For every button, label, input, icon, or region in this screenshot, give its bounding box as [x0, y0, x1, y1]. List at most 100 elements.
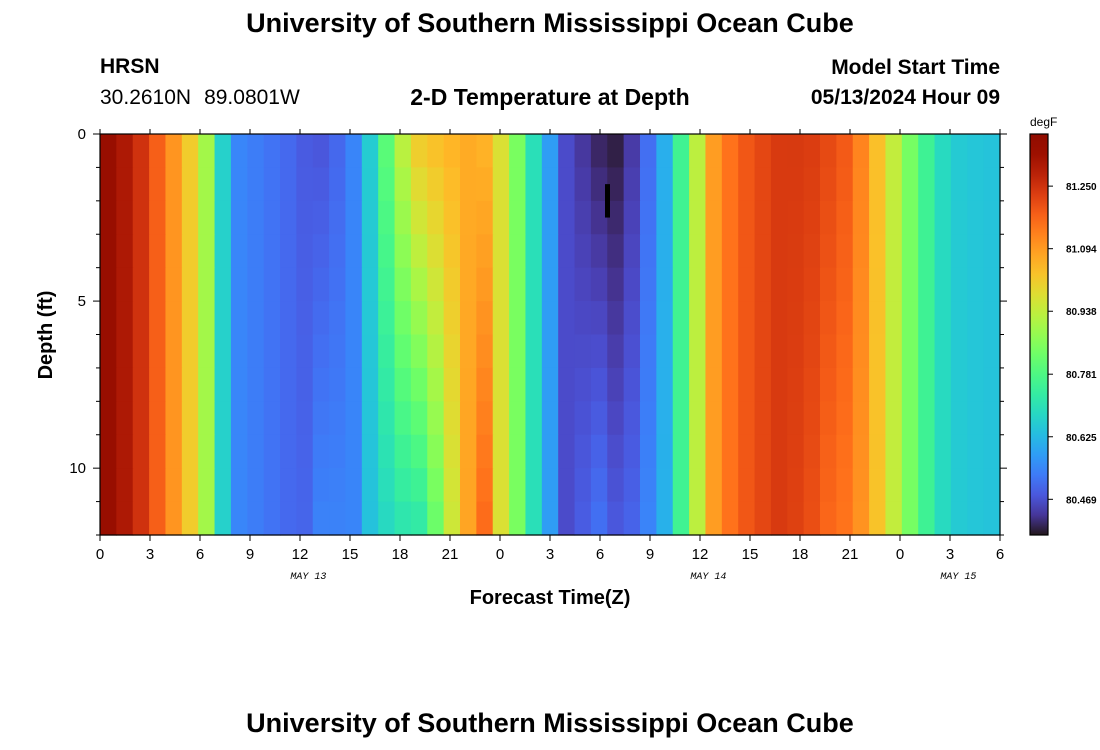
heatmap-cell	[656, 401, 674, 436]
heatmap-cell	[214, 334, 232, 369]
heatmap-cell	[574, 367, 592, 402]
heatmap-cell	[345, 301, 363, 336]
heatmap-cell	[770, 301, 788, 336]
heatmap-cell	[149, 267, 167, 302]
heatmap-cell	[950, 367, 968, 402]
heatmap-cell	[460, 468, 477, 503]
heatmap-cell	[689, 200, 707, 235]
heatmap-cell	[230, 200, 248, 235]
heatmap-cell	[116, 334, 134, 369]
heatmap-cell	[820, 301, 837, 336]
heatmap-cell	[820, 367, 837, 402]
heatmap-cell	[901, 267, 919, 302]
heatmap-cell	[525, 134, 543, 169]
heatmap-cell	[590, 301, 608, 336]
heatmap-cell	[165, 401, 183, 436]
heatmap-cell	[460, 301, 477, 336]
heatmap-cell	[836, 234, 854, 269]
heatmap-cell	[705, 468, 723, 503]
heatmap-cell	[705, 301, 723, 336]
heatmap-cell	[640, 468, 657, 503]
heatmap-cell	[427, 301, 445, 336]
heatmap-cell	[214, 200, 232, 235]
heatmap-cell	[934, 167, 952, 202]
heatmap-cell	[460, 334, 477, 369]
heatmap-cell	[869, 434, 887, 469]
heatmap-cell	[869, 234, 887, 269]
heatmap-cell	[967, 401, 985, 436]
heatmap-cell	[410, 234, 428, 269]
heatmap-cell	[410, 501, 428, 536]
heatmap-cell	[181, 234, 199, 269]
heatmap-cell	[623, 134, 641, 169]
heatmap-cell	[574, 334, 592, 369]
heatmap-cell	[525, 468, 543, 503]
heatmap-cell	[509, 367, 527, 402]
heatmap-cell	[165, 267, 183, 302]
heatmap-cell	[820, 200, 837, 235]
heatmap-cell	[672, 167, 690, 202]
heatmap-cell	[247, 167, 265, 202]
heatmap-cell	[312, 401, 330, 436]
heatmap-cell	[410, 468, 428, 503]
heatmap-cell	[885, 401, 903, 436]
heatmap-cell	[427, 234, 445, 269]
heatmap-cell	[132, 267, 150, 302]
heatmap-cell	[280, 367, 297, 402]
heatmap-cell	[967, 234, 985, 269]
heatmap-cell	[852, 301, 870, 336]
heatmap-cell	[132, 301, 150, 336]
heatmap-cell	[640, 501, 657, 536]
heatmap-cell	[607, 167, 625, 202]
heatmap-cell	[100, 334, 117, 369]
heatmap-cell	[394, 334, 412, 369]
y-tick-label: 0	[78, 126, 86, 143]
x-tick-label: 3	[146, 546, 154, 563]
heatmap-cell	[296, 434, 314, 469]
heatmap-cell	[181, 167, 199, 202]
heatmap-cell	[476, 301, 494, 336]
heatmap-cell	[967, 200, 985, 235]
heatmap-cell	[689, 334, 707, 369]
heatmap-cell	[623, 434, 641, 469]
heatmap-cell	[918, 367, 936, 402]
missing-data-cell	[605, 184, 610, 218]
heatmap-cell	[803, 501, 821, 536]
heatmap-cell	[590, 501, 608, 536]
heatmap-cell	[476, 434, 494, 469]
heatmap-cell	[983, 401, 1001, 436]
heatmap-cell	[230, 367, 248, 402]
heatmap-cell	[754, 234, 772, 269]
heatmap-cell	[181, 334, 199, 369]
heatmap-cell	[312, 301, 330, 336]
heatmap-cell	[803, 200, 821, 235]
heatmap-cell	[116, 367, 134, 402]
heatmap-cell	[410, 301, 428, 336]
heatmap-cell	[509, 468, 527, 503]
heatmap-cell	[738, 234, 756, 269]
heatmap-cell	[329, 401, 347, 436]
heatmap-cell	[509, 200, 527, 235]
heatmap-cell	[885, 334, 903, 369]
heatmap-cell	[934, 334, 952, 369]
chart-subtitle: 2-D Temperature at Depth	[410, 84, 690, 110]
heatmap-cell	[574, 167, 592, 202]
heatmap-cell	[378, 401, 396, 436]
heatmap-cell	[656, 501, 674, 536]
heatmap-cell	[198, 301, 216, 336]
heatmap-cell	[476, 468, 494, 503]
heatmap-cell	[770, 167, 788, 202]
heatmap-cell	[803, 401, 821, 436]
heatmap-cell	[607, 234, 625, 269]
heatmap-cell	[476, 501, 494, 536]
heatmap-cell	[754, 334, 772, 369]
heatmap-cell	[492, 367, 510, 402]
heatmap-cell	[329, 134, 347, 169]
heatmap-cell	[100, 501, 117, 536]
heatmap-cell	[918, 200, 936, 235]
heatmap-cell	[329, 234, 347, 269]
heatmap-cell	[672, 200, 690, 235]
heatmap-cell	[263, 401, 281, 436]
heatmap-cell	[754, 267, 772, 302]
heatmap-cell	[869, 301, 887, 336]
